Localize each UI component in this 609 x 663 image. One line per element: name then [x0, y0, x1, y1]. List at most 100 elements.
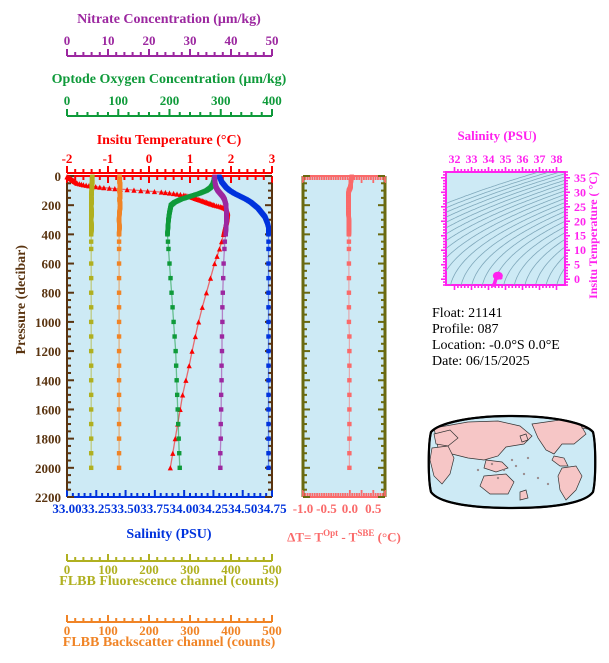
metadata-block: Float: 21141 Profile: 087 Location: -0.0… — [432, 306, 560, 370]
svg-text:1: 1 — [187, 151, 194, 166]
metadata-profile-value: 087 — [477, 322, 499, 337]
oxygen-axis-title: Optode Oxygen Concentration (μm/kg) — [51, 72, 287, 87]
metadata-location-row: Location: -0.0°S 0.0°E — [432, 338, 560, 354]
svg-text:33.50: 33.50 — [111, 501, 140, 516]
backscatter-axis-svg: 0 100 200 300 400 500 — [64, 615, 282, 638]
svg-text:36: 36 — [517, 152, 529, 166]
svg-text:1600: 1600 — [35, 402, 61, 417]
svg-text:0: 0 — [55, 169, 62, 184]
svg-text:2: 2 — [228, 151, 235, 166]
fluorescence-axis: 0 100 200 300 400 500 FLBB Fluorescence chann… — [0, 552, 609, 596]
metadata-location-value: -0.0°S 0.0°E — [489, 338, 560, 353]
svg-text:40: 40 — [225, 33, 238, 48]
metadata-float-row: Float: 21141 — [432, 306, 560, 322]
svg-text:1400: 1400 — [35, 373, 61, 388]
svg-text:200: 200 — [42, 198, 62, 213]
svg-text:0.5: 0.5 — [365, 501, 382, 516]
svg-text:0: 0 — [64, 33, 71, 48]
svg-text:100: 100 — [98, 623, 118, 638]
svg-text:25: 25 — [574, 200, 586, 214]
svg-text:10: 10 — [102, 33, 115, 48]
svg-text:200: 200 — [139, 562, 159, 577]
svg-text:300: 300 — [180, 623, 200, 638]
svg-text:33.00: 33.00 — [52, 501, 81, 516]
svg-text:300: 300 — [180, 562, 200, 577]
svg-text:400: 400 — [262, 93, 282, 108]
svg-text:-1: -1 — [103, 151, 114, 166]
salinity-axis-title: Salinity (PSU) — [126, 527, 212, 542]
svg-text:34.50: 34.50 — [228, 501, 257, 516]
svg-text:1200: 1200 — [35, 344, 61, 359]
world-map — [427, 414, 597, 510]
metadata-profile-row: Profile: 087 — [432, 322, 560, 338]
svg-text:0: 0 — [64, 93, 71, 108]
svg-text:33.25: 33.25 — [82, 501, 112, 516]
delta-t-title-part3: (°C) — [374, 529, 401, 545]
temperature-axis-svg: -2 -1 0 1 2 3 — [62, 151, 276, 174]
svg-text:20: 20 — [574, 214, 586, 228]
svg-text:0: 0 — [64, 623, 71, 638]
nitrate-axis-title: Nitrate Concentration (μm/kg) — [77, 12, 261, 27]
svg-text:34.00: 34.00 — [170, 501, 199, 516]
svg-text:200: 200 — [160, 93, 180, 108]
svg-text:0: 0 — [574, 272, 580, 286]
ts-y-axis-title: Insitu Temperature ( °C) — [586, 172, 600, 299]
svg-text:20: 20 — [143, 33, 156, 48]
svg-text:2000: 2000 — [35, 461, 61, 476]
svg-text:3: 3 — [269, 151, 276, 166]
svg-text:50: 50 — [266, 33, 279, 48]
fluorescence-axis-svg: 0 100 200 300 400 500 — [64, 554, 282, 577]
svg-text:30: 30 — [184, 33, 197, 48]
svg-text:32: 32 — [449, 152, 461, 166]
oxygen-axis: Optode Oxygen Concentration (μm/kg) 0 100… — [0, 72, 609, 120]
svg-text:37: 37 — [534, 152, 546, 166]
temperature-axis: Insitu Temperature (°C) -2 -1 0 1 2 3 — [0, 133, 609, 177]
svg-text:0.0: 0.0 — [342, 501, 358, 516]
svg-text:400: 400 — [42, 227, 62, 242]
svg-text:200: 200 — [139, 623, 159, 638]
backscatter-axis: 0 100 200 300 400 500 FLBB Backscatter channe… — [0, 613, 609, 657]
svg-text:400: 400 — [221, 623, 241, 638]
svg-text:34: 34 — [483, 152, 495, 166]
nitrate-axis: Nitrate Concentration (μm/kg) 0 10 20 30 40 5… — [0, 12, 609, 60]
svg-text:-1.0: -1.0 — [293, 501, 314, 516]
svg-text:-0.5: -0.5 — [316, 501, 337, 516]
svg-text:38: 38 — [551, 152, 563, 166]
svg-text:35: 35 — [500, 152, 512, 166]
metadata-profile-label: Profile: — [432, 322, 474, 337]
delta-t-axis-title: ΔT= TOpt - TSBE (°C) — [287, 528, 401, 545]
metadata-float-value: 21141 — [468, 306, 503, 321]
temperature-axis-title: Insitu Temperature (°C) — [96, 133, 242, 148]
svg-text:34.25: 34.25 — [199, 501, 229, 516]
svg-text:35: 35 — [574, 171, 586, 185]
delta-t-title-part1: ΔT= T — [287, 529, 324, 545]
svg-text:15: 15 — [574, 229, 586, 243]
svg-text:100: 100 — [98, 562, 118, 577]
svg-text:33.75: 33.75 — [140, 501, 170, 516]
svg-text:500: 500 — [262, 623, 282, 638]
svg-text:300: 300 — [211, 93, 231, 108]
svg-text:500: 500 — [262, 562, 282, 577]
fluorescence-axis-title: FLBB Fluorescence channel (counts) — [59, 574, 279, 589]
svg-text:1000: 1000 — [35, 315, 61, 330]
svg-text:34.75: 34.75 — [257, 501, 287, 516]
delta-t-title-sup-sbe: SBE — [357, 528, 375, 538]
nitrate-axis-svg: 0 10 20 30 40 50 — [64, 33, 279, 57]
svg-text:2200: 2200 — [35, 490, 61, 505]
ts-panel-title: Salinity (PSU) — [457, 128, 537, 143]
metadata-location-label: Location: — [432, 338, 486, 353]
svg-text:100: 100 — [109, 93, 129, 108]
backscatter-axis-title: FLBB Backscatter channel (counts) — [62, 635, 276, 650]
svg-text:30: 30 — [574, 185, 586, 199]
svg-text:5: 5 — [574, 258, 580, 272]
metadata-date-row: Date: 06/15/2025 — [432, 354, 560, 370]
svg-text:600: 600 — [42, 257, 62, 272]
oxygen-axis-svg: 0 100 200 300 400 — [64, 93, 282, 117]
delta-t-title-part2: - T — [338, 529, 358, 545]
metadata-date-value: 06/15/2025 — [465, 354, 530, 369]
svg-text:-2: -2 — [62, 151, 73, 166]
metadata-date-label: Date: — [432, 354, 463, 369]
